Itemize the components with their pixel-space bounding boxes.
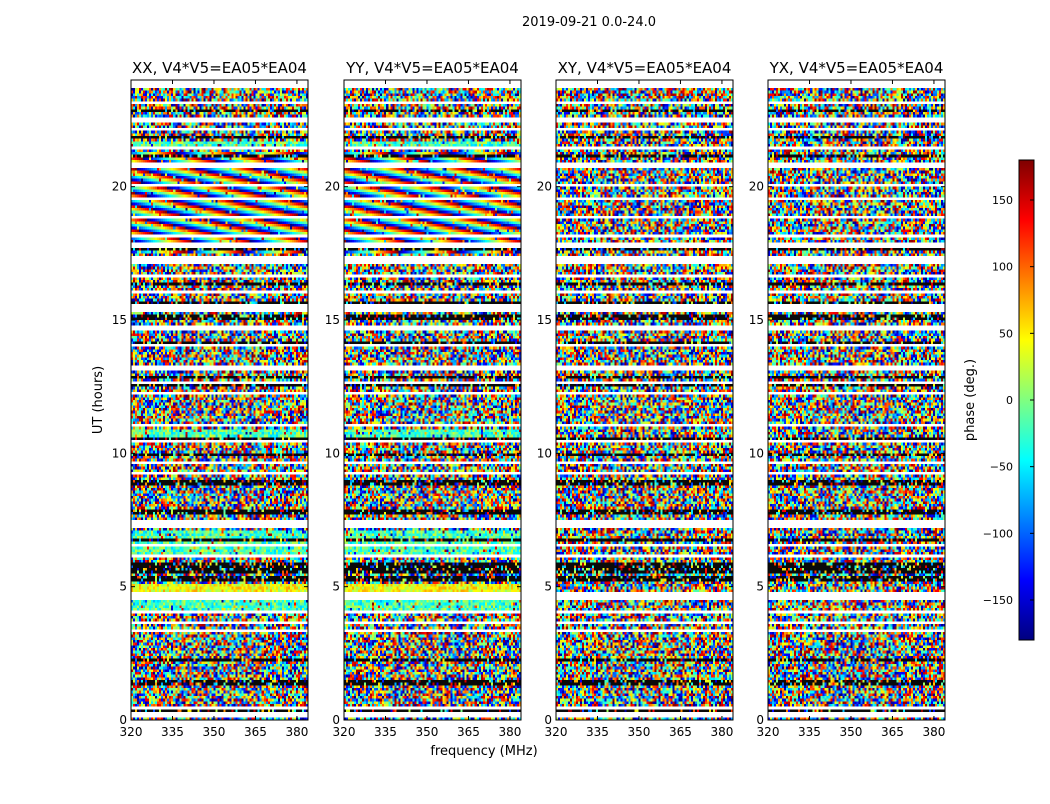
colorbar-tick-label: 0 (1006, 394, 1013, 407)
x-tick-label: 365 (244, 725, 267, 739)
x-tick-label: 365 (881, 725, 904, 739)
x-tick-label: 335 (374, 725, 397, 739)
x-tick-label: 320 (333, 725, 356, 739)
panel-frame (555, 79, 734, 721)
panels: XX, V4*V5=EA05*EA04 320 335 350 365 380 0 5 10 15… (112, 59, 946, 739)
panel-yx: YX, V4*V5=EA05*EA04 320 335 350 365 380 0 5 10 15… (749, 59, 946, 739)
x-tick-label: 320 (757, 725, 780, 739)
colorbar-tick-label: −100 (983, 527, 1013, 540)
y-tick-label: 0 (119, 713, 127, 727)
y-tick-label: 10 (325, 446, 340, 460)
y-tick-label: 20 (749, 180, 764, 194)
colorbar-ticks: 150 100 50 0 −50 −100 −150 (983, 194, 1034, 607)
x-tick-label: 350 (203, 725, 226, 739)
y-tick-label: 0 (544, 713, 552, 727)
colorbar-tick-label: 50 (999, 327, 1013, 340)
x-tick-label: 335 (798, 725, 821, 739)
panel-title: YX, V4*V5=EA05*EA04 (769, 59, 944, 77)
x-tick-label: 335 (161, 725, 184, 739)
y-tick-label: 0 (756, 713, 764, 727)
y-tick-label: 15 (325, 313, 340, 327)
panel-title: XY, V4*V5=EA05*EA04 (558, 59, 732, 77)
x-tick-label: 380 (922, 725, 945, 739)
y-tick-label: 5 (119, 580, 127, 594)
y-tick-label: 15 (537, 313, 552, 327)
x-tick-label: 365 (669, 725, 692, 739)
y-tick-label: 10 (749, 446, 764, 460)
x-axis-label: frequency (MHz) (430, 744, 537, 759)
colorbar-tick-label: −150 (983, 594, 1013, 607)
figure-suptitle: 2019-09-21 0.0-24.0 (522, 15, 656, 30)
y-tick-label: 15 (112, 313, 127, 327)
y-tick-label: 20 (325, 180, 340, 194)
y-tick-label: 0 (332, 713, 340, 727)
heatmap-image (344, 80, 521, 720)
x-tick-label: 335 (586, 725, 609, 739)
colorbar-tick-label: 100 (992, 261, 1013, 274)
colorbar-tick-label: 150 (992, 194, 1013, 207)
y-axis-label: UT (hours) (91, 366, 106, 434)
x-tick-label: 380 (498, 725, 521, 739)
y-tick-label: 20 (537, 180, 552, 194)
x-tick-label: 320 (120, 725, 143, 739)
y-tick-label: 5 (332, 580, 340, 594)
heatmap-image (131, 80, 308, 720)
y-tick-label: 5 (756, 580, 764, 594)
panel-xx: XX, V4*V5=EA05*EA04 320 335 350 365 380 0 5 10 15… (112, 59, 309, 739)
x-tick-label: 380 (285, 725, 308, 739)
y-tick-label: 10 (112, 446, 127, 460)
y-tick-label: 20 (112, 180, 127, 194)
panel-title: XX, V4*V5=EA05*EA04 (132, 59, 307, 77)
panel-title: YY, V4*V5=EA05*EA04 (345, 59, 519, 77)
x-tick-label: 350 (840, 725, 863, 739)
heatmap-image (768, 80, 945, 720)
panel-yy: YY, V4*V5=EA05*EA04 320 335 350 365 380 0 5 10 15… (325, 59, 522, 739)
y-tick-label: 10 (537, 446, 552, 460)
x-tick-label: 365 (457, 725, 480, 739)
heatmap-image (556, 80, 733, 720)
y-tick-label: 15 (749, 313, 764, 327)
y-tick-label: 5 (544, 580, 552, 594)
panel-frame (130, 79, 309, 721)
x-tick-label: 350 (628, 725, 651, 739)
x-tick-label: 380 (710, 725, 733, 739)
colorbar: 150 100 50 0 −50 −100 −150 phase (deg.) (963, 159, 1035, 641)
panel-frame (767, 79, 946, 721)
x-tick-label: 350 (416, 725, 439, 739)
x-tick-label: 320 (545, 725, 568, 739)
panel-frame (343, 79, 522, 721)
panel-xy: XY, V4*V5=EA05*EA04 320 335 350 365 380 0 5 10 15… (537, 59, 734, 739)
colorbar-label: phase (deg.) (963, 359, 978, 441)
colorbar-tick-label: −50 (990, 461, 1013, 474)
